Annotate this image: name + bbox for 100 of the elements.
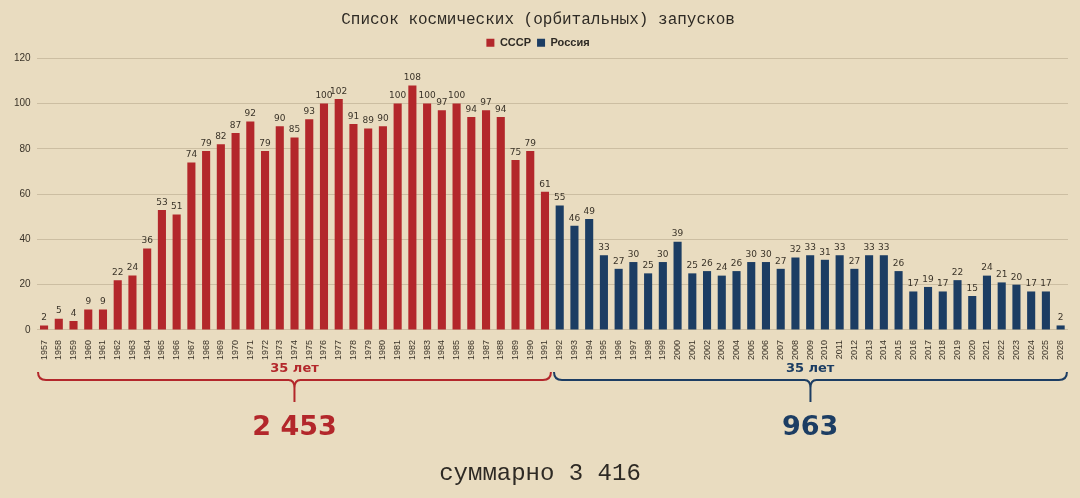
x-tick-label: 1961 <box>97 339 108 361</box>
data-label: 90 <box>274 112 286 123</box>
x-tick-label: 1996 <box>613 339 624 361</box>
x-tick-label: 1990 <box>524 339 535 361</box>
bar <box>69 320 78 330</box>
bar <box>1012 284 1021 330</box>
bar <box>850 268 859 330</box>
bar <box>865 255 874 330</box>
bar <box>261 151 270 330</box>
x-tick-label: 2020 <box>966 339 977 361</box>
data-label: 2 <box>1057 312 1064 323</box>
x-tick-label: 2003 <box>716 339 727 361</box>
bar <box>202 151 211 330</box>
bar <box>732 271 741 330</box>
data-label: 100 <box>418 90 436 101</box>
bar <box>246 121 255 330</box>
data-label: 31 <box>819 246 831 257</box>
data-label: 30 <box>760 248 772 259</box>
data-label: 61 <box>539 178 551 189</box>
data-label: 17 <box>1040 278 1052 289</box>
data-label: 9 <box>85 296 92 307</box>
x-tick-label: 2006 <box>760 339 771 361</box>
x-tick-label: 1978 <box>347 339 358 361</box>
chart-title: Список космических (орбитальных) запусков <box>341 10 735 29</box>
bar <box>702 271 712 330</box>
x-tick-label: 1984 <box>436 339 447 361</box>
bar <box>717 275 726 330</box>
bar <box>275 126 284 330</box>
data-label: 27 <box>774 255 787 266</box>
data-label: 89 <box>362 115 375 126</box>
x-tick-label: 1994 <box>583 339 594 361</box>
x-tick-label: 2010 <box>819 339 830 361</box>
x-tick-label: 2021 <box>981 339 992 361</box>
x-tick-label: 1992 <box>554 339 565 361</box>
data-label: 91 <box>347 110 360 121</box>
text: 2 453 <box>252 410 337 441</box>
data-label: 27 <box>612 255 625 266</box>
x-tick-label: 1986 <box>465 339 476 361</box>
x-tick-label: 1970 <box>230 339 241 361</box>
text: 35 лет <box>270 360 319 375</box>
x-tick-label: 1969 <box>215 339 226 361</box>
bar <box>511 160 520 330</box>
x-tick-label: 1985 <box>451 339 462 361</box>
y-tick-label: 120 <box>14 51 32 63</box>
x-tick-label: 1988 <box>495 339 506 361</box>
x-tick-label: 1977 <box>333 339 344 361</box>
bar <box>452 103 461 330</box>
x-tick-label: 2014 <box>878 339 889 361</box>
x-tick-label: 1968 <box>200 339 211 361</box>
data-label: 15 <box>966 282 978 293</box>
bar <box>54 318 63 330</box>
data-label: 36 <box>141 235 154 246</box>
bar <box>894 271 903 330</box>
data-label: 5 <box>55 305 62 316</box>
bar <box>423 103 432 330</box>
data-label: 100 <box>315 90 333 101</box>
data-label: 85 <box>288 124 301 135</box>
data-label: 87 <box>229 119 242 130</box>
bar <box>909 291 918 330</box>
x-tick-label: 2025 <box>1040 339 1051 361</box>
bar <box>334 98 343 330</box>
data-label: 25 <box>686 260 699 271</box>
bar <box>629 262 638 330</box>
y-tick-label: 40 <box>19 233 32 245</box>
legend-label: Россия <box>550 35 590 48</box>
bar <box>540 191 550 330</box>
bar <box>806 255 815 330</box>
data-label: 79 <box>524 137 537 148</box>
data-label: 51 <box>170 201 183 212</box>
data-label: 32 <box>789 244 802 255</box>
bar <box>776 268 785 330</box>
x-tick-label: 2026 <box>1055 339 1066 361</box>
x-tick-label: 2002 <box>701 339 712 361</box>
bar <box>879 255 888 330</box>
data-label: 79 <box>259 137 272 148</box>
data-label: 17 <box>937 278 949 289</box>
data-label: 17 <box>1025 278 1037 289</box>
x-tick-label: 1993 <box>568 339 579 361</box>
x-tick-label: 2011 <box>834 339 845 360</box>
legend-label: СССР <box>499 35 532 48</box>
x-tick-label: 1959 <box>68 339 78 361</box>
data-label: 90 <box>377 112 389 123</box>
data-label: 100 <box>389 90 407 101</box>
bar <box>997 282 1006 330</box>
data-label: 55 <box>553 192 566 203</box>
bar <box>688 273 697 330</box>
x-tick-label: 1962 <box>112 339 123 361</box>
bar <box>98 309 108 330</box>
data-label: 92 <box>244 108 257 119</box>
data-label: 79 <box>200 137 213 148</box>
data-label: 93 <box>303 106 315 117</box>
data-label: 49 <box>583 205 596 216</box>
bar <box>570 225 579 330</box>
x-tick-label: 1966 <box>171 339 182 361</box>
data-label: 24 <box>981 262 993 273</box>
bar <box>143 248 152 330</box>
data-label: 20 <box>1010 271 1023 282</box>
x-tick-label: 2023 <box>1010 339 1021 361</box>
y-tick-label: 20 <box>19 278 32 290</box>
x-tick-label: 1957 <box>38 339 49 361</box>
